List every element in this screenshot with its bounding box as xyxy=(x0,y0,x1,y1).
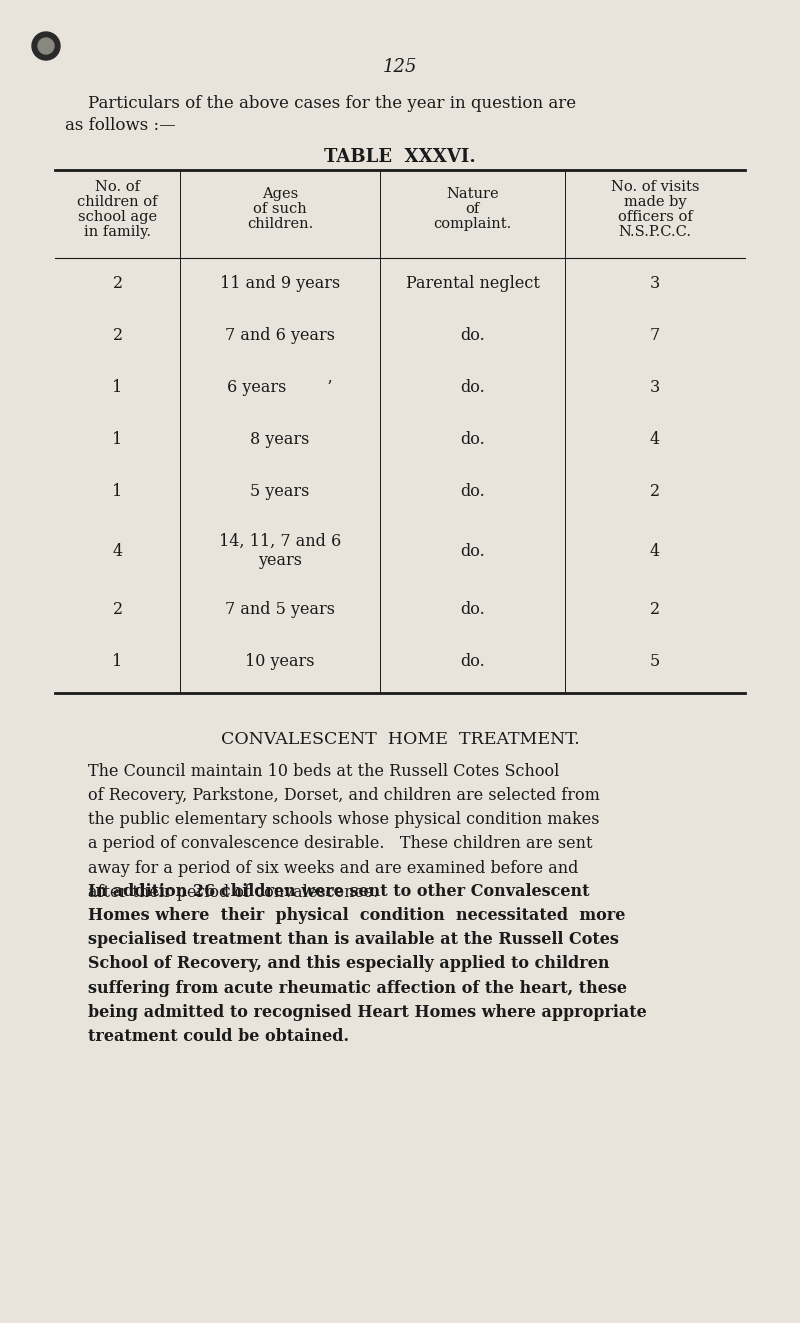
Text: 3: 3 xyxy=(650,380,660,397)
Text: 1: 1 xyxy=(112,380,122,397)
Text: 4: 4 xyxy=(650,542,660,560)
Text: 1: 1 xyxy=(112,654,122,671)
Text: 8 years: 8 years xyxy=(250,431,310,448)
Text: do.: do. xyxy=(460,654,485,671)
Text: children of: children of xyxy=(78,194,158,209)
Text: school age: school age xyxy=(78,210,157,224)
Text: 7 and 5 years: 7 and 5 years xyxy=(225,602,335,618)
Text: do.: do. xyxy=(460,380,485,397)
Text: 5: 5 xyxy=(650,654,660,671)
Circle shape xyxy=(38,38,54,54)
Text: do.: do. xyxy=(460,542,485,560)
Text: 1: 1 xyxy=(112,483,122,500)
Text: 4: 4 xyxy=(113,542,122,560)
Text: do.: do. xyxy=(460,602,485,618)
Text: 4: 4 xyxy=(650,431,660,448)
Text: of such: of such xyxy=(253,202,307,216)
Text: 2: 2 xyxy=(650,602,660,618)
Text: In addition 26 children were sent to other Convalescent
Homes where  their  phys: In addition 26 children were sent to oth… xyxy=(88,882,646,1045)
Text: 10 years: 10 years xyxy=(246,654,314,671)
Text: 6 years        ’: 6 years ’ xyxy=(227,380,333,397)
Text: Particulars of the above cases for the year in question are: Particulars of the above cases for the y… xyxy=(88,95,576,112)
Text: Parental neglect: Parental neglect xyxy=(406,275,539,292)
Circle shape xyxy=(32,32,60,60)
Text: CONVALESCENT  HOME  TREATMENT.: CONVALESCENT HOME TREATMENT. xyxy=(221,732,579,747)
Text: 2: 2 xyxy=(113,328,122,344)
Text: 2: 2 xyxy=(650,483,660,500)
Text: No. of visits: No. of visits xyxy=(610,180,699,194)
Text: children.: children. xyxy=(247,217,313,232)
Text: Nature: Nature xyxy=(446,187,499,201)
Text: officers of: officers of xyxy=(618,210,692,224)
Text: 14, 11, 7 and 6
years: 14, 11, 7 and 6 years xyxy=(219,533,341,569)
Text: complaint.: complaint. xyxy=(434,217,512,232)
Text: Ages: Ages xyxy=(262,187,298,201)
Text: No. of: No. of xyxy=(95,180,140,194)
Text: 5 years: 5 years xyxy=(250,483,310,500)
Text: 2: 2 xyxy=(113,602,122,618)
Text: The Council maintain 10 beds at the Russell Cotes School
of Recovery, Parkstone,: The Council maintain 10 beds at the Russ… xyxy=(88,763,600,901)
Text: 11 and 9 years: 11 and 9 years xyxy=(220,275,340,292)
Text: 125: 125 xyxy=(382,58,418,75)
Text: N.S.P.C.C.: N.S.P.C.C. xyxy=(618,225,691,239)
Text: as follows :—: as follows :— xyxy=(65,116,176,134)
Text: 3: 3 xyxy=(650,275,660,292)
Text: TABLE  XXXVI.: TABLE XXXVI. xyxy=(324,148,476,165)
Text: 7 and 6 years: 7 and 6 years xyxy=(225,328,335,344)
Text: 2: 2 xyxy=(113,275,122,292)
Text: 7: 7 xyxy=(650,328,660,344)
Text: 1: 1 xyxy=(112,431,122,448)
Text: do.: do. xyxy=(460,483,485,500)
Text: do.: do. xyxy=(460,328,485,344)
Text: made by: made by xyxy=(624,194,686,209)
Text: do.: do. xyxy=(460,431,485,448)
Text: in family.: in family. xyxy=(84,225,151,239)
Text: of: of xyxy=(466,202,480,216)
